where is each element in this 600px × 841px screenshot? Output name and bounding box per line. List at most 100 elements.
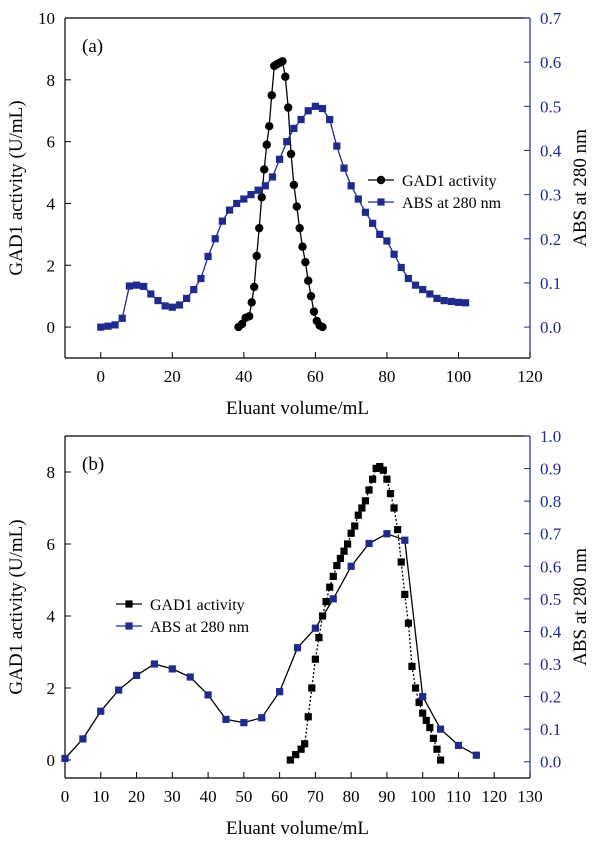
y-right-tick-label: 0.5 [540,97,561,116]
data-point [401,536,409,544]
data-point [397,263,405,272]
data-point [225,206,234,214]
data-point [311,655,319,663]
y-right-tick-label: 0.0 [540,318,561,337]
y-right-tick-label: 0.8 [540,492,561,511]
y-right-tick-label: 0.7 [540,525,562,544]
x-tick-label: 100 [410,787,436,806]
data-point [404,619,412,627]
data-point [255,223,264,233]
data-point [252,251,261,261]
data-point [347,562,355,570]
legend-label: GAD1 activity [402,173,497,190]
data-point [386,490,395,498]
data-point [309,307,319,316]
data-point [447,297,455,306]
y-right-tick-label: 0.7 [540,9,562,28]
data-point [147,290,155,298]
data-point [247,191,255,199]
x-tick-label: 110 [446,787,471,806]
data-point [265,121,274,131]
panel-label: (b) [82,454,104,475]
series-gad1-activity [234,57,327,332]
data-point [383,475,391,483]
y-right-tick-label: 0.2 [540,230,561,249]
y-left-tick-label: 2 [47,256,56,275]
data-point [429,734,438,742]
data-point [267,91,276,100]
y-left-tick-label: 4 [47,607,56,626]
data-point [290,124,298,132]
x-tick-label: 120 [481,787,507,806]
y-right-tick-label: 0.3 [540,186,561,205]
data-point [304,713,312,721]
data-point [376,230,384,238]
y-left-tick-label: 6 [47,133,56,152]
y-right-tick-label: 0.4 [540,622,562,641]
y-right-tick-label: 0.0 [540,753,561,772]
data-point [411,281,420,289]
data-point [115,686,123,694]
data-point [304,107,312,115]
y-left-tick-label: 2 [47,679,56,698]
x-tick-label: 80 [378,367,395,386]
data-point [268,173,277,181]
data-point [276,688,284,696]
x-tick-label: 50 [235,787,252,806]
data-point [211,235,219,243]
data-point [301,740,309,748]
y-right-axis-label: ABS at 280 nm [570,548,591,666]
data-point [292,202,301,211]
data-point [97,323,105,331]
data-point [347,182,355,190]
data-point [125,282,133,290]
data-point [322,598,330,606]
x-tick-label: 0 [97,367,106,386]
data-point [240,719,248,727]
y-left-tick-label: 6 [47,535,56,554]
data-point [258,714,266,722]
data-point [411,684,420,692]
y-right-tick-label: 0.1 [540,274,561,293]
x-tick-label: 60 [271,787,288,806]
data-point [422,716,430,724]
data-point [97,707,105,715]
data-point [462,299,470,307]
panel-label: (a) [82,36,103,57]
data-point [190,285,198,294]
data-point [61,754,69,763]
data-point [262,140,271,149]
data-point [276,155,284,163]
series-line [64,532,477,759]
data-point [254,186,262,194]
data-point [301,257,310,267]
y-right-tick-label: 1.0 [540,427,561,446]
y-left-tick-label: 8 [47,71,56,90]
x-tick-label: 10 [92,787,109,806]
data-point [436,725,445,733]
data-point [306,291,316,301]
data-point [150,660,159,668]
x-tick-label: 0 [61,787,70,806]
data-point [383,530,391,538]
y-right-tick-label: 0.6 [540,557,561,576]
data-point [318,104,327,113]
data-point [140,282,148,291]
y-left-tick-label: 0 [47,751,56,770]
y-right-tick-label: 0.1 [540,720,561,739]
data-point [394,526,402,534]
series-gad1-activity [286,463,445,764]
data-point [347,529,355,537]
data-point [419,709,427,717]
data-point [472,751,480,759]
y-left-axis-label: GAD1 activity (U/mL) [6,519,27,694]
data-point [415,698,423,706]
data-point [250,282,259,292]
data-point [333,142,341,150]
data-point [308,684,316,692]
data-point [283,138,291,146]
y-right-tick-label: 0.5 [540,590,561,609]
y-left-tick-label: 0 [47,318,56,337]
x-tick-label: 100 [446,367,472,386]
data-point [154,296,162,305]
